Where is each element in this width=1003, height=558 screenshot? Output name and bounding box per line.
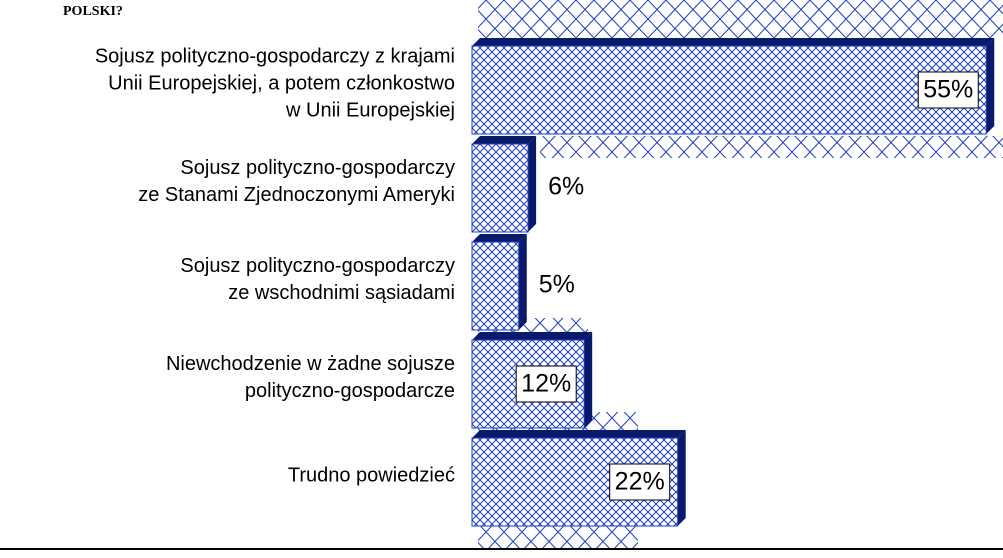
category-label: ze Stanami Zjednoczonymi Ameryki bbox=[138, 184, 455, 206]
value-label: 12% bbox=[521, 370, 571, 398]
bar-side bbox=[677, 430, 686, 526]
bar bbox=[471, 45, 987, 135]
bar-top bbox=[472, 430, 686, 438]
bar-side bbox=[584, 332, 593, 428]
bar-side bbox=[528, 136, 537, 232]
decoration bbox=[540, 136, 1003, 158]
bar-top bbox=[472, 136, 537, 144]
category-label: polityczno-gospodarcze bbox=[245, 380, 455, 402]
value-label-box bbox=[917, 71, 979, 109]
chart-title: POLSKI? bbox=[63, 4, 123, 19]
value-label: 55% bbox=[923, 76, 973, 104]
category-label: Niewchodzenie w żadne sojusze bbox=[166, 353, 455, 375]
bar-side bbox=[518, 234, 527, 330]
value-label: 5% bbox=[539, 271, 575, 299]
category-label: ze wschodnimi sąsiadami bbox=[228, 282, 455, 304]
category-label: Sojusz polityczno-gospodarczy bbox=[180, 157, 455, 179]
category-label: w Unii Europejskiej bbox=[285, 99, 455, 121]
decoration bbox=[478, 0, 1003, 38]
category-label: Unii Europejskiej, a potem członkostwo bbox=[108, 72, 455, 94]
bar bbox=[471, 143, 529, 233]
bar bbox=[471, 241, 520, 331]
bar-top bbox=[472, 234, 527, 242]
value-label: 22% bbox=[615, 468, 665, 496]
value-label-box bbox=[609, 463, 671, 501]
category-label: Trudno powiedzieć bbox=[288, 464, 455, 486]
value-label: 6% bbox=[548, 173, 584, 201]
category-label: Sojusz polityczno-gospodarczy z krajami bbox=[95, 45, 455, 67]
bar-top bbox=[472, 38, 995, 46]
bar-side bbox=[986, 38, 995, 134]
category-label: Sojusz polityczno-gospodarczy bbox=[180, 255, 455, 277]
value-label-box bbox=[515, 365, 577, 403]
bar-top bbox=[472, 332, 593, 340]
